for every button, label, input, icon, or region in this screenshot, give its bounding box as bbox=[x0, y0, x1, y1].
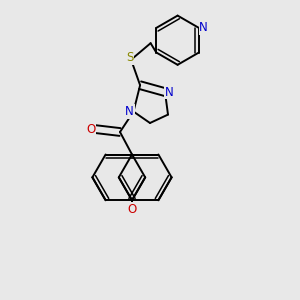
Text: N: N bbox=[125, 105, 134, 118]
Text: N: N bbox=[165, 85, 174, 99]
Text: O: O bbox=[86, 122, 95, 136]
Text: N: N bbox=[199, 21, 208, 34]
Text: S: S bbox=[126, 51, 133, 64]
Text: O: O bbox=[128, 203, 136, 216]
